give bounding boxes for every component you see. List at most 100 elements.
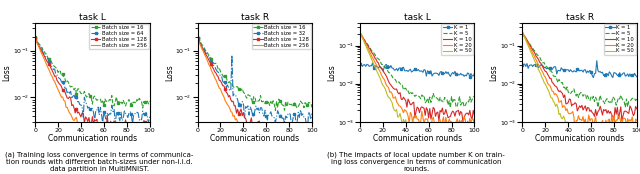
- K = 50: [442, 135, 450, 137]
- Title: task L: task L: [404, 13, 431, 22]
- Line: K = 20: K = 20: [522, 32, 637, 132]
- K = 10: [618, 120, 626, 122]
- Batch size = 32: [202, 52, 209, 54]
- Line: K = 1: K = 1: [359, 62, 476, 78]
- K = 20: [470, 124, 478, 126]
- Batch size = 128: [222, 91, 230, 93]
- X-axis label: Communication rounds: Communication rounds: [48, 135, 137, 143]
- K = 10: [588, 109, 595, 111]
- Batch size = 128: [300, 139, 308, 141]
- Text: (a) Training loss convergence in terms of communica-
tion rounds with different : (a) Training loss convergence in terms o…: [5, 152, 193, 172]
- Batch size = 256: [194, 38, 202, 40]
- X-axis label: Communication rounds: Communication rounds: [535, 135, 624, 143]
- Batch size = 16: [117, 100, 125, 102]
- K = 20: [588, 118, 596, 120]
- K = 50: [571, 126, 579, 128]
- K = 50: [436, 133, 444, 135]
- Batch size = 256: [132, 146, 140, 148]
- K = 50: [527, 50, 534, 52]
- Batch size = 128: [262, 126, 270, 128]
- K = 1: [470, 73, 478, 75]
- K = 5: [604, 100, 612, 102]
- K = 1: [633, 76, 640, 78]
- Title: task R: task R: [566, 13, 594, 22]
- K = 5: [364, 44, 372, 46]
- Batch size = 128: [280, 125, 287, 127]
- Batch size = 16: [84, 94, 92, 96]
- K = 5: [425, 101, 433, 104]
- K = 50: [470, 136, 478, 138]
- K = 5: [571, 92, 579, 94]
- K = 1: [410, 69, 418, 71]
- K = 5: [470, 95, 478, 97]
- K = 5: [598, 100, 606, 102]
- K = 20: [356, 31, 364, 34]
- Batch size = 256: [31, 38, 39, 40]
- K = 10: [598, 114, 606, 116]
- Line: Batch size = 128: Batch size = 128: [34, 37, 150, 140]
- K = 1: [527, 64, 534, 66]
- K = 10: [356, 31, 364, 33]
- Line: K = 50: K = 50: [360, 32, 474, 153]
- Batch size = 256: [222, 101, 230, 103]
- K = 50: [605, 152, 613, 154]
- Y-axis label: Loss: Loss: [327, 64, 337, 81]
- Batch size = 128: [117, 130, 125, 132]
- K = 10: [364, 45, 372, 47]
- Batch size = 128: [84, 120, 92, 122]
- Batch size = 128: [194, 37, 202, 39]
- K = 20: [547, 87, 555, 89]
- K = 5: [621, 106, 629, 108]
- K = 10: [442, 108, 450, 110]
- K = 5: [518, 33, 526, 35]
- Batch size = 256: [100, 130, 108, 132]
- K = 5: [633, 98, 640, 100]
- Batch size = 64: [60, 83, 68, 85]
- Batch size = 256: [275, 141, 283, 144]
- Batch size = 256: [246, 132, 254, 134]
- K = 50: [356, 31, 364, 33]
- K = 50: [364, 50, 372, 52]
- K = 10: [604, 109, 612, 112]
- K = 5: [527, 44, 534, 46]
- Line: Batch size = 16: Batch size = 16: [196, 37, 313, 111]
- K = 20: [527, 48, 534, 50]
- K = 1: [386, 67, 394, 69]
- K = 50: [458, 152, 466, 154]
- K = 50: [385, 96, 392, 98]
- K = 50: [598, 152, 605, 154]
- K = 5: [442, 98, 450, 100]
- Batch size = 16: [31, 36, 39, 38]
- Line: Batch size = 256: Batch size = 256: [35, 39, 150, 147]
- K = 50: [518, 31, 526, 34]
- Batch size = 64: [111, 125, 119, 127]
- K = 1: [607, 72, 614, 74]
- Batch size = 32: [280, 117, 287, 119]
- K = 10: [633, 108, 640, 110]
- K = 10: [459, 121, 467, 123]
- Batch size = 16: [100, 104, 108, 106]
- Batch size = 128: [308, 126, 316, 128]
- K = 10: [409, 102, 417, 104]
- Batch size = 32: [222, 86, 230, 89]
- K = 50: [425, 139, 433, 141]
- Legend: Batch size = 16, Batch size = 32, Batch size = 128, Batch size = 256: Batch size = 16, Batch size = 32, Batch …: [252, 24, 311, 49]
- Batch size = 16: [246, 95, 254, 97]
- Batch size = 256: [281, 133, 289, 135]
- K = 1: [571, 70, 579, 72]
- Legend: K = 1, K = 5, K = 10, K = 20, K = 50: K = 1, K = 5, K = 10, K = 20, K = 50: [604, 24, 636, 55]
- Batch size = 16: [281, 109, 289, 111]
- Batch size = 256: [60, 99, 68, 101]
- K = 20: [443, 122, 451, 124]
- Line: K = 1: K = 1: [522, 60, 638, 79]
- K = 1: [426, 71, 434, 73]
- K = 20: [571, 131, 579, 133]
- Line: Batch size = 64: Batch size = 64: [34, 37, 150, 127]
- Title: task L: task L: [79, 13, 106, 22]
- Batch size = 128: [111, 130, 119, 132]
- K = 20: [633, 119, 640, 121]
- Batch size = 16: [202, 50, 209, 52]
- Text: (b) The impacts of local update number K on train-
ing loss convergence in terms: (b) The impacts of local update number K…: [327, 152, 505, 172]
- Batch size = 64: [40, 52, 47, 54]
- K = 1: [443, 73, 451, 75]
